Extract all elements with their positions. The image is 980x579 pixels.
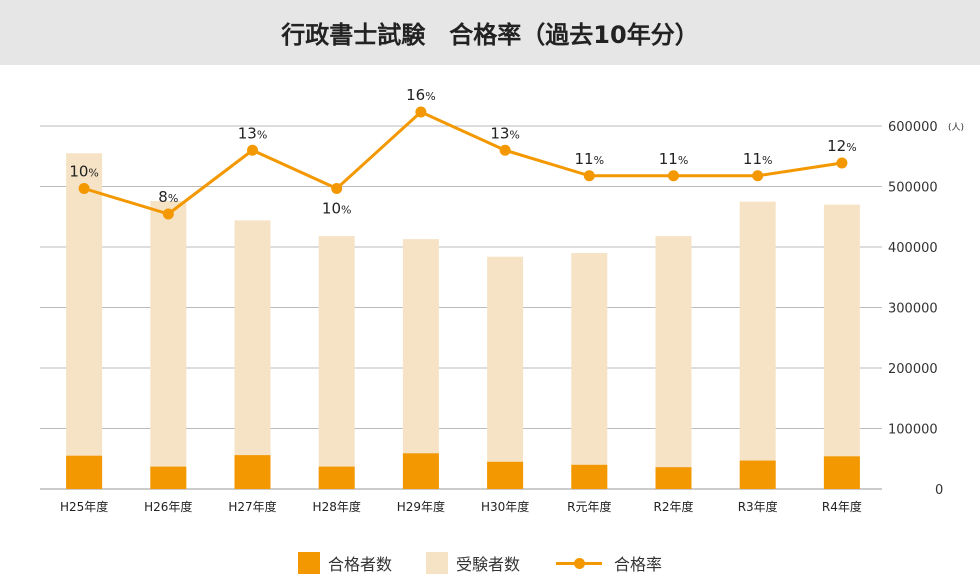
y-tick-label: 100000 bbox=[888, 423, 938, 438]
bar-passed bbox=[655, 467, 692, 489]
rate-label: 8% bbox=[158, 188, 178, 206]
x-tick-label: R元年度 bbox=[567, 499, 611, 514]
bar-passed bbox=[318, 466, 355, 489]
rate-line bbox=[83, 110, 843, 216]
rate-point bbox=[331, 183, 343, 194]
chart-title: 行政書士試験 合格率（過去10年分） bbox=[281, 21, 699, 49]
y-tick-label: 400000 bbox=[888, 241, 938, 256]
rate-label: 11% bbox=[659, 150, 689, 168]
bar-applicants bbox=[402, 239, 439, 489]
bar-passed bbox=[66, 455, 103, 489]
legend: 合格者数 受験者数 合格率 bbox=[0, 549, 980, 579]
bar-passed bbox=[487, 461, 524, 489]
y-tick-label: 600000 bbox=[888, 120, 938, 135]
x-tick-label: R2年度 bbox=[654, 499, 694, 514]
legend-item-applicants: 受験者数 bbox=[426, 549, 520, 577]
y-tick-label: 500000 bbox=[888, 181, 938, 196]
rate-label: 11% bbox=[743, 150, 773, 168]
bar-passed bbox=[234, 455, 271, 489]
rate-point bbox=[752, 170, 764, 182]
rate-point bbox=[499, 144, 511, 156]
bar-applicants bbox=[66, 153, 103, 489]
bar-applicants bbox=[318, 236, 355, 489]
legend-item-rate: 合格率 bbox=[556, 549, 662, 577]
legend-line-icon bbox=[556, 552, 602, 574]
bar-applicants bbox=[571, 253, 608, 489]
bar-applicants bbox=[823, 204, 860, 489]
bar-applicants bbox=[487, 256, 524, 489]
bar-applicants bbox=[150, 201, 187, 489]
legend-swatch-applicants bbox=[426, 552, 448, 574]
y-unit-label: (人) bbox=[948, 122, 964, 133]
legend-label-passed: 合格者数 bbox=[328, 555, 393, 574]
y-tick-label: 300000 bbox=[888, 302, 938, 317]
bar-applicants bbox=[234, 220, 271, 489]
rate-label: 16% bbox=[406, 86, 436, 104]
x-tick-label: R4年度 bbox=[822, 499, 862, 514]
rate-label: 10% bbox=[322, 200, 352, 218]
rate-point bbox=[162, 208, 174, 220]
y-tick-label: 200000 bbox=[888, 362, 938, 377]
bar-passed bbox=[823, 456, 860, 489]
chart: 0 100000 200000 300000 400000 500000 600000 (人)… bbox=[40, 86, 964, 514]
x-tick-label: R3年度 bbox=[738, 499, 778, 514]
rate-label: 13% bbox=[490, 124, 520, 142]
x-tick-label: H29年度 bbox=[397, 499, 445, 514]
bar-passed bbox=[150, 466, 187, 489]
bar-passed bbox=[402, 453, 439, 489]
rate-point bbox=[583, 170, 595, 182]
rate-point bbox=[78, 183, 90, 194]
bar-passed bbox=[571, 464, 608, 489]
title-bar: 行政書士試験 合格率（過去10年分） bbox=[0, 0, 980, 65]
rate-point bbox=[668, 170, 679, 182]
legend-swatch-passed bbox=[298, 552, 320, 574]
rate-label: 11% bbox=[575, 150, 605, 168]
bar-applicants bbox=[655, 236, 692, 489]
rate-label: 10% bbox=[69, 163, 99, 181]
bar-applicants bbox=[739, 201, 776, 489]
rate-label: 13% bbox=[238, 124, 268, 142]
x-tick-label: H26年度 bbox=[144, 499, 192, 514]
x-tick-label: H30年度 bbox=[481, 499, 529, 514]
x-tick-label: H25年度 bbox=[60, 499, 108, 514]
legend-label-applicants: 受験者数 bbox=[456, 555, 521, 574]
x-tick-label: H27年度 bbox=[228, 499, 276, 514]
legend-item-passed: 合格者数 bbox=[298, 549, 392, 577]
rate-label: 12% bbox=[827, 137, 857, 155]
rate-point bbox=[836, 157, 848, 169]
bar-passed bbox=[739, 460, 776, 489]
rate-point bbox=[415, 106, 427, 118]
legend-label-rate: 合格率 bbox=[614, 555, 663, 574]
y-tick-label: 0 bbox=[935, 483, 943, 498]
x-tick-label: H28年度 bbox=[313, 499, 361, 514]
rate-point bbox=[247, 144, 258, 156]
